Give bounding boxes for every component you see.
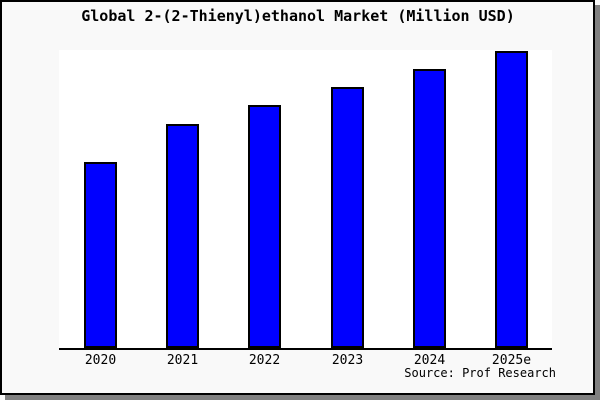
x-tick-label-2020: 2020 — [84, 353, 117, 368]
x-axis-labels: 2020 2021 2022 2023 2024 2025e — [59, 353, 552, 368]
x-tick-label-2025e: 2025e — [491, 353, 532, 368]
x-tick-label-2023: 2023 — [331, 353, 364, 368]
x-tick-label-2021: 2021 — [166, 353, 199, 368]
bar-2023 — [331, 87, 364, 348]
x-tick-label-2024: 2024 — [413, 353, 446, 368]
bar-2024 — [413, 69, 446, 348]
bar-2020 — [84, 162, 117, 348]
chart-title: Global 2-(2-Thienyl)ethanol Market (Mill… — [81, 7, 515, 25]
bar-2025e — [495, 51, 528, 348]
bar-2021 — [166, 124, 199, 348]
x-tick-label-2022: 2022 — [248, 353, 281, 368]
plot-area — [59, 50, 552, 350]
source-note: Source: Prof Research — [404, 366, 556, 380]
bar-2022 — [248, 105, 281, 348]
